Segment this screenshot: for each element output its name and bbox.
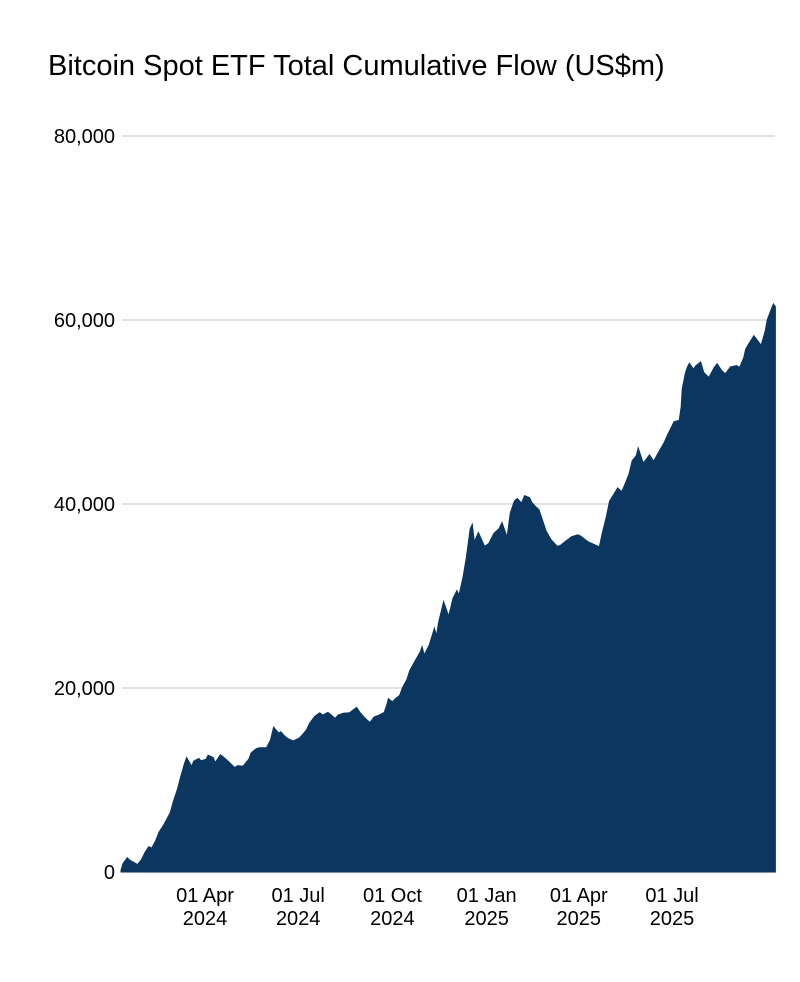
x-axis-tick-label-line1: 01 Apr [176,885,234,907]
chart-title: Bitcoin Spot ETF Total Cumulative Flow (… [48,50,665,82]
y-axis-tick-label: 0 [104,862,115,884]
x-axis-tick-label-line1: 01 Jan [457,885,517,907]
x-axis-tick-label-line2: 2024 [276,908,321,930]
x-axis-tick-label-line2: 2024 [183,908,228,930]
y-axis-tick-label: 40,000 [54,494,115,516]
x-axis-tick-label-line2: 2025 [557,908,602,930]
x-axis-tick-label-line1: 01 Apr [550,885,608,907]
y-axis-tick-label: 20,000 [54,678,115,700]
x-axis-tick-label-line1: 01 Jul [645,885,698,907]
x-axis-tick-label-line2: 2025 [650,908,695,930]
cumulative-flow-area-series [120,302,776,873]
x-axis-tick-label-line1: 01 Jul [272,885,325,907]
x-axis-tick-label-line1: 01 Oct [363,885,422,907]
y-axis-tick-label: 60,000 [54,310,115,332]
x-axis-tick-label-line2: 2025 [464,908,509,930]
y-axis-tick-label: 80,000 [54,126,115,148]
x-axis-tick-label-line2: 2024 [370,908,415,930]
